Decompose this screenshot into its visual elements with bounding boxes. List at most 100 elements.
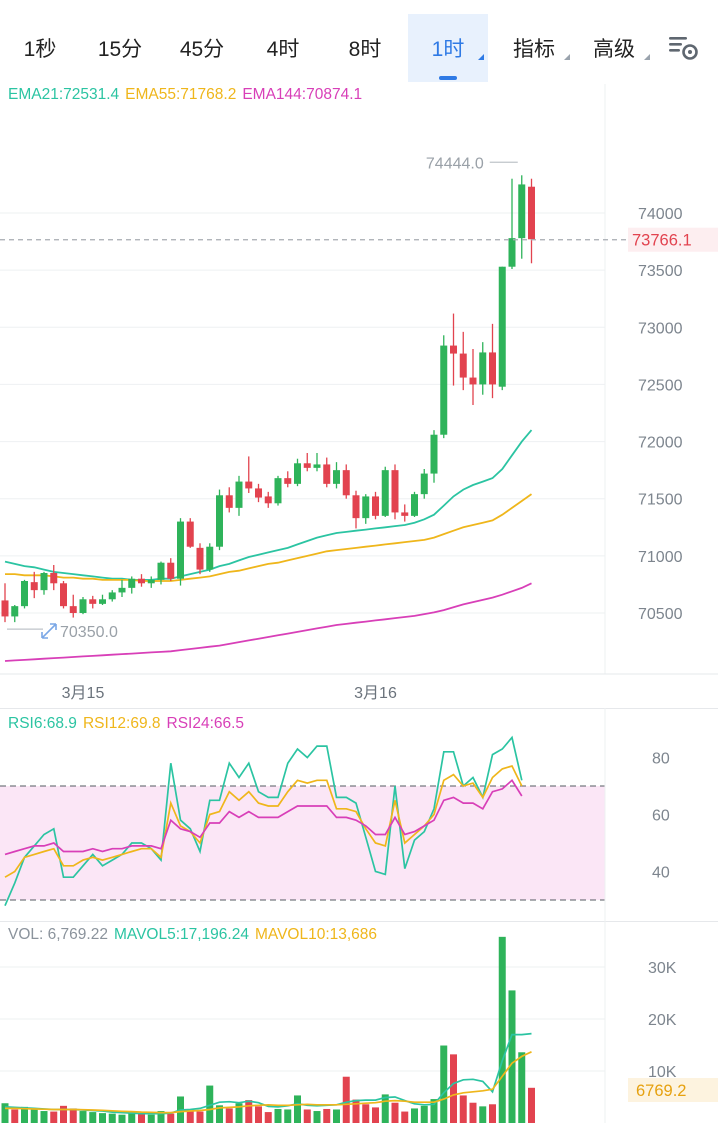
- volume-bar: [99, 1113, 106, 1123]
- volume-bar: [498, 936, 506, 1123]
- volume-bar: [157, 1111, 165, 1123]
- tab-2[interactable]: 15分: [80, 14, 160, 82]
- candle: [1, 583, 9, 623]
- candle: [459, 331, 467, 391]
- candle-body: [401, 512, 409, 516]
- volume-bar: [313, 1111, 321, 1123]
- rsi-tick-label: 80: [652, 751, 670, 768]
- candle: [489, 323, 496, 399]
- candle: [60, 581, 67, 609]
- volume-bar: [30, 1109, 38, 1123]
- candle: [30, 571, 38, 599]
- volume-bar: [138, 1113, 145, 1123]
- tab-3[interactable]: 45分: [160, 14, 244, 82]
- volume-bar: [167, 1113, 175, 1123]
- candle-body: [489, 352, 496, 385]
- candle-body: [333, 470, 340, 484]
- ema144-legend: EMA144:70874.1: [242, 86, 363, 103]
- candle-body: [313, 464, 321, 468]
- volume-bar: [79, 1111, 87, 1123]
- volume-bar: [225, 1108, 233, 1123]
- volume-bar: [255, 1106, 262, 1123]
- volume-bar: [50, 1111, 58, 1123]
- volume-bar: [128, 1112, 136, 1123]
- candle: [225, 487, 233, 513]
- volume-bar: [420, 1105, 428, 1123]
- candle: [264, 491, 272, 508]
- candle-body: [138, 578, 145, 584]
- volume-bar: [206, 1085, 214, 1123]
- candle-body: [60, 583, 67, 607]
- volume-bar: [372, 1107, 379, 1123]
- volume-bar: [264, 1112, 272, 1123]
- candle-body: [518, 184, 526, 239]
- candle-body: [362, 496, 370, 519]
- volume-bar: [69, 1108, 77, 1123]
- volume-bar: [381, 1094, 389, 1123]
- mavol10-line: [5, 1051, 532, 1114]
- tab-7[interactable]: 指标: [494, 14, 574, 82]
- candle: [21, 579, 28, 609]
- tab-6[interactable]: 1时: [408, 14, 488, 82]
- candle: [167, 558, 175, 581]
- rsi6-legend: RSI6:68.9: [8, 715, 77, 732]
- volume-bar: [1, 1103, 9, 1123]
- candle: [284, 471, 292, 488]
- ema-legend: EMA21:72531.4 EMA55:71768.2 EMA144:70874.1: [8, 86, 368, 104]
- candle-body: [420, 473, 428, 495]
- candle-body: [323, 464, 331, 484]
- time-axis-label: 3月16: [354, 685, 397, 702]
- ema55-line: [5, 493, 533, 582]
- candle: [352, 490, 360, 529]
- candle-body: [498, 266, 506, 387]
- tab-label: 高级: [593, 38, 635, 61]
- price-tick-label: 74000: [638, 206, 683, 223]
- candle: [323, 457, 331, 488]
- price-tick-label: 71500: [638, 492, 683, 509]
- tab-1[interactable]: 1秒: [0, 14, 80, 82]
- candle: [420, 469, 428, 499]
- candle: [216, 489, 223, 551]
- candle-body: [284, 478, 292, 484]
- rsi-tick-label: 40: [652, 865, 670, 882]
- chart-settings-icon[interactable]: [666, 31, 702, 67]
- expand-icon: [41, 623, 57, 639]
- candle-body: [450, 345, 457, 354]
- volume-bar: [411, 1108, 418, 1123]
- candle-body: [177, 521, 184, 579]
- candle: [294, 458, 301, 487]
- candle-body: [469, 377, 477, 385]
- volume-bar: [294, 1095, 301, 1123]
- price-tick-label: 72500: [638, 377, 683, 394]
- tab-4[interactable]: 4时: [244, 14, 322, 82]
- candle-body: [245, 481, 253, 489]
- volume-bar: [401, 1111, 409, 1123]
- candle-body: [479, 352, 487, 385]
- candle: [177, 518, 184, 586]
- candle-body: [459, 353, 467, 378]
- candle: [440, 335, 448, 439]
- tab-8[interactable]: 高级: [574, 14, 654, 82]
- candle-body: [89, 599, 97, 604]
- divider: [0, 921, 718, 922]
- candle-body: [508, 238, 516, 267]
- candle: [206, 543, 214, 572]
- volume-bar: [89, 1112, 97, 1123]
- volume-bar: [342, 1076, 350, 1123]
- volume-bar: [245, 1100, 253, 1123]
- current-volume-badge: [628, 1078, 718, 1102]
- candle-body: [274, 478, 282, 504]
- volume-legend: VOL: 6,769.22 MAVOL5:17,196.24 MAVOL10:13,…: [8, 926, 383, 944]
- candle: [479, 342, 487, 395]
- candle: [450, 313, 457, 386]
- mavol10-legend: MAVOL10:13,686: [254, 926, 378, 943]
- candle-body: [186, 521, 194, 547]
- tab-label: 8时: [348, 38, 382, 61]
- tab-5[interactable]: 8时: [322, 14, 408, 82]
- volume-bar: [440, 1045, 448, 1123]
- candle: [186, 518, 194, 548]
- volume-bar: [274, 1108, 282, 1123]
- candle: [498, 266, 506, 391]
- candle-body: [108, 592, 116, 600]
